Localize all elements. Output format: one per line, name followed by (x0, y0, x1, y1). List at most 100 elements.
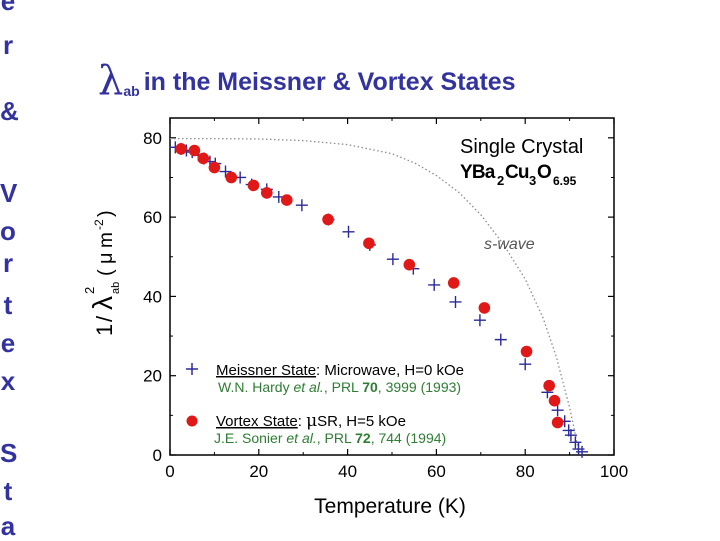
meissner-point (564, 429, 577, 442)
vortex-point (548, 394, 561, 407)
x-tick-label: 80 (516, 462, 535, 481)
vortex-point (175, 143, 187, 155)
svg-text:ab: ab (110, 282, 122, 294)
meissner-point (562, 424, 575, 437)
crystal-label: Single Crystal (460, 136, 583, 158)
side-letter: r (2, 248, 14, 278)
x-axis-label: Temperature (K) (314, 495, 466, 518)
svg-text:3: 3 (529, 173, 536, 188)
meissner-point (569, 436, 582, 449)
vortex-point (543, 379, 555, 392)
y-tick-label: 40 (143, 287, 162, 306)
meissner-point (219, 165, 232, 178)
side-letter: V (0, 178, 18, 208)
meissner-point (473, 314, 486, 327)
x-tick-label: 0 (165, 462, 174, 481)
ref-sonier-pages: , 744 (1994) (371, 430, 447, 446)
vortex-series (175, 143, 564, 429)
meissner-point (295, 199, 308, 212)
svg-text:-2: -2 (92, 219, 106, 230)
vortex-point (322, 213, 334, 226)
meissner-point (449, 295, 462, 308)
title-subscript: ab (123, 83, 140, 99)
axis-ticks (169, 118, 615, 456)
ref-sonier-etal: et al. (286, 430, 316, 446)
meissner-point (342, 225, 355, 238)
side-letter: x (0, 366, 16, 396)
vortex-point (551, 416, 564, 429)
formula-label: YBa 2 Cu 3 O 6.95 (460, 162, 577, 188)
vortex-point (447, 277, 460, 289)
vortex-point (260, 187, 273, 199)
x-tick-label: 40 (338, 462, 357, 481)
legend-plus-marker (186, 363, 198, 375)
svg-text:YBa: YBa (460, 162, 496, 183)
svg-text:W.N. Hardy et al., PRL: W.N. Hardy et al., PRL 70, 3999 (1993) (218, 379, 461, 395)
ref-hardy-pages: , 3999 (1993) (378, 379, 461, 395)
legend-mu: μ (306, 411, 317, 431)
vortex-point (280, 194, 293, 206)
side-letter: t (3, 476, 13, 506)
legend-circle-marker (186, 415, 198, 427)
side-letter: t (3, 290, 13, 320)
slide-title: λab in the Meissner & Vortex States (98, 58, 698, 104)
x-tick-label: 100 (600, 462, 628, 481)
vortex-point (520, 345, 533, 358)
svg-text:μ: μ (95, 252, 117, 264)
side-letter: S (0, 438, 18, 468)
legend-meissner-detail: : Microwave, H=0 kOe (316, 362, 464, 379)
svg-text:Meissner State: Microwave, H=0: Meissner State: Microwave, H=0 kOe (216, 362, 464, 379)
svg-text:λ: λ (87, 296, 118, 310)
svg-text:m: m (96, 232, 117, 248)
legend-meissner-title: Meissner State (216, 362, 316, 379)
svg-text:1: 1 (92, 324, 117, 336)
vortex-point (197, 152, 210, 165)
svg-text:): ) (95, 210, 117, 217)
svg-text:2: 2 (497, 173, 504, 188)
svg-text:Cu: Cu (505, 162, 529, 183)
meissner-point (551, 404, 564, 417)
y-tick-label: 80 (143, 129, 162, 148)
svg-text:O: O (537, 162, 552, 183)
meissner-point (494, 333, 507, 346)
vortex-point (188, 144, 201, 157)
y-tick-label: 20 (143, 367, 162, 386)
vortex-point (208, 161, 221, 174)
ref-sonier-authors: J.E. Sonier (214, 430, 283, 446)
svg-text:J.E. Sonier et al., PRL: J.E. Sonier et al., PRL 72, 744 (1994) (214, 430, 446, 446)
side-letter: & (0, 96, 19, 126)
ref-hardy-authors: W.N. Hardy (218, 379, 290, 395)
ref-hardy-journal: , PRL (324, 379, 359, 395)
legend-vortex-title: Vortex State (216, 413, 298, 430)
title-text: in the Meissner & Vortex States (143, 68, 516, 96)
x-tick-label: 60 (427, 462, 446, 481)
ref-sonier-journal: , PRL (317, 430, 352, 446)
y-tick-label: 60 (143, 208, 162, 227)
vortex-point (247, 179, 260, 192)
tick-labels: 0 20 40 60 80 100 0 20 40 60 80 (143, 129, 628, 481)
legend: Meissner State: Microwave, H=0 kOe W.N. … (186, 362, 464, 446)
s-wave-curve (170, 137, 581, 456)
side-letters: e r & V o r t e x S t a (0, 0, 19, 541)
svg-text:/: / (92, 315, 117, 322)
x-tick-label: 20 (249, 462, 268, 481)
y-axis-label: 1 / λ 2 ab ( μ m -2 ) (82, 210, 122, 336)
side-letter: r (2, 30, 14, 60)
vortex-point (403, 258, 416, 271)
svg-text:2: 2 (82, 287, 97, 294)
svg-text:(: ( (95, 269, 117, 276)
vortex-point (363, 237, 375, 250)
ref-sonier-volume: 72 (355, 430, 371, 446)
legend-vortex-detail: SR, H=5 kOe (317, 413, 406, 430)
vortex-point (478, 302, 491, 314)
ref-hardy-etal: et al. (293, 379, 323, 395)
meissner-point (576, 445, 589, 458)
meissner-series (169, 141, 589, 458)
side-letter: a (0, 511, 16, 541)
y-tick-label: 0 (153, 446, 162, 465)
side-letter: e (0, 0, 16, 16)
s-wave-label: s-wave (484, 236, 535, 253)
side-letter: e (0, 328, 16, 358)
lambda-symbol: λ (98, 58, 124, 104)
